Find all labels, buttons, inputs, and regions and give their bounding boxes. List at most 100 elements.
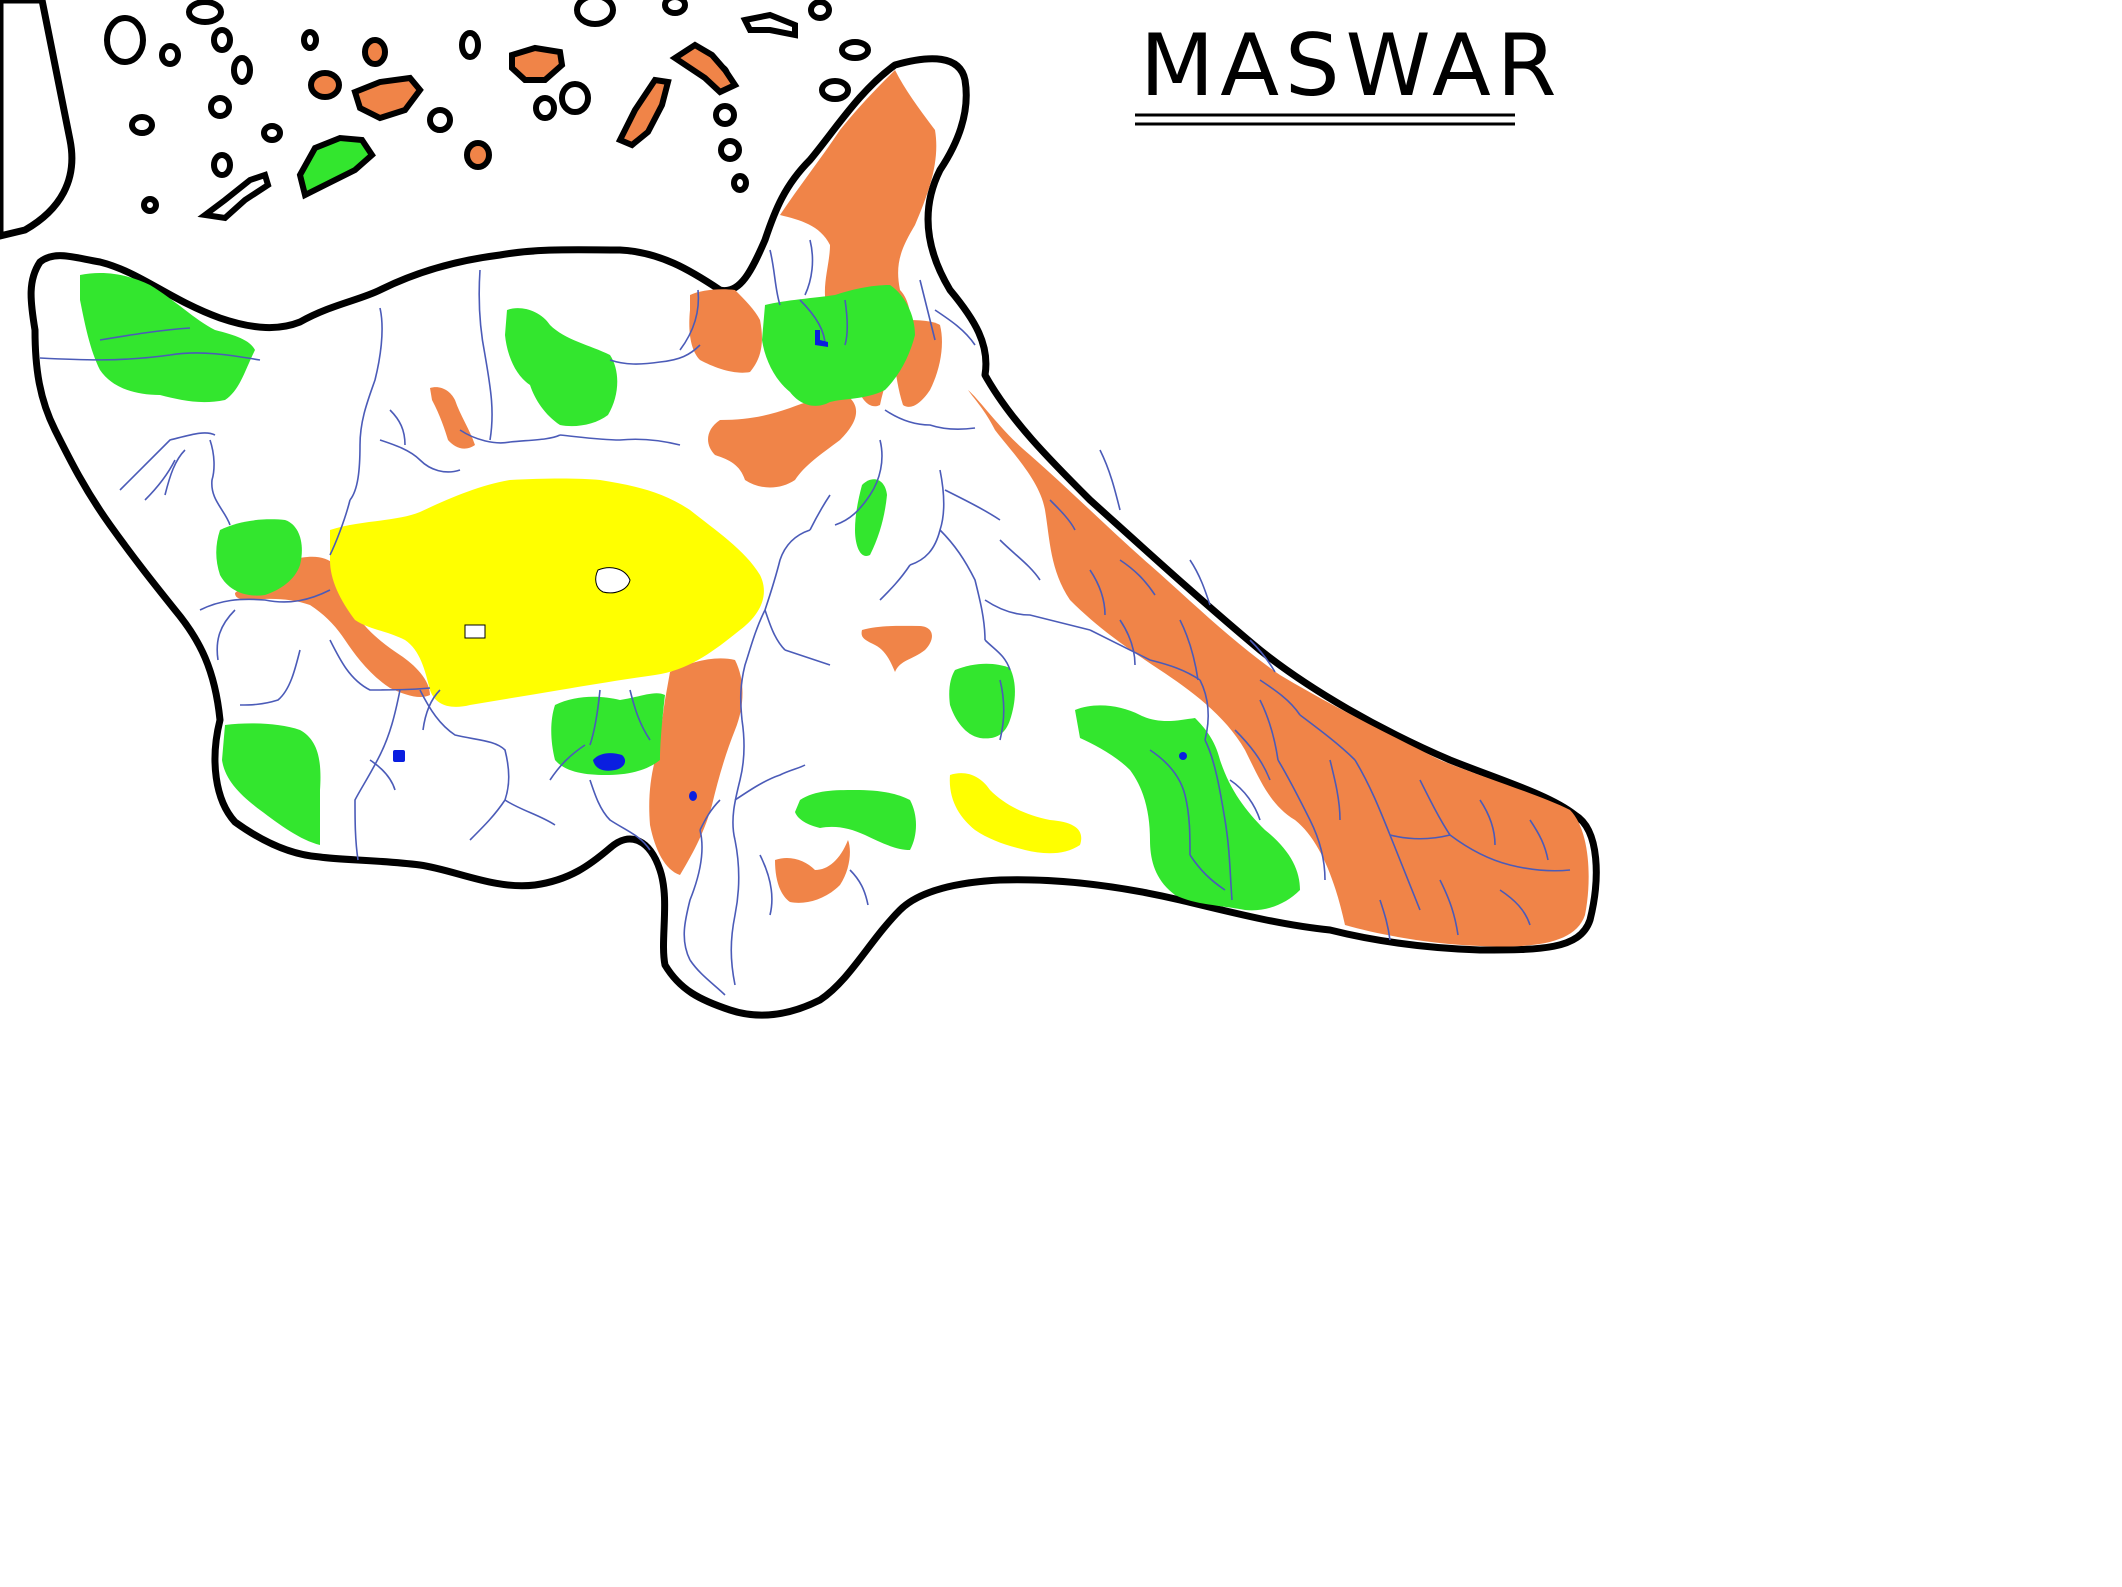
river bbox=[164, 449, 186, 496]
river bbox=[1089, 569, 1106, 616]
river bbox=[1189, 559, 1211, 606]
island bbox=[808, 0, 832, 21]
island bbox=[662, 0, 688, 16]
lake bbox=[593, 753, 626, 771]
river bbox=[764, 529, 811, 611]
river bbox=[739, 609, 766, 721]
island bbox=[427, 107, 453, 133]
river bbox=[1234, 729, 1271, 781]
river bbox=[759, 854, 773, 916]
river bbox=[844, 299, 849, 346]
river bbox=[1299, 714, 1356, 761]
river bbox=[329, 639, 431, 691]
northwest-coastline bbox=[0, 0, 76, 240]
island bbox=[231, 55, 253, 85]
forest-northwest bbox=[80, 273, 255, 403]
river bbox=[1529, 819, 1549, 861]
island bbox=[574, 0, 616, 27]
river bbox=[459, 429, 561, 444]
river bbox=[379, 439, 461, 473]
hill-island bbox=[351, 74, 424, 122]
river bbox=[984, 639, 1011, 671]
hills-north-central bbox=[689, 289, 762, 373]
island bbox=[129, 114, 155, 136]
river bbox=[1179, 619, 1199, 681]
river bbox=[1259, 699, 1279, 761]
river bbox=[1389, 834, 1451, 840]
river bbox=[784, 649, 831, 666]
map-title-group: MASWAR bbox=[1135, 16, 1563, 126]
river bbox=[984, 599, 1091, 631]
forest-east-center bbox=[949, 663, 1015, 739]
river bbox=[216, 609, 236, 661]
river bbox=[999, 679, 1005, 741]
river bbox=[389, 409, 406, 446]
desert-oasis bbox=[464, 624, 486, 639]
central-desert bbox=[330, 478, 764, 707]
river bbox=[1379, 899, 1391, 941]
river bbox=[1189, 854, 1226, 891]
river bbox=[559, 434, 681, 446]
map-title: MASWAR bbox=[1140, 16, 1563, 116]
river bbox=[683, 829, 703, 961]
island bbox=[740, 11, 798, 39]
desert-layer bbox=[330, 478, 1082, 854]
river bbox=[1249, 639, 1276, 673]
hill-island bbox=[669, 41, 740, 96]
hill-island bbox=[308, 70, 342, 100]
river bbox=[919, 279, 936, 341]
island bbox=[197, 171, 272, 222]
hill-island bbox=[509, 44, 566, 83]
river bbox=[589, 689, 601, 746]
river bbox=[478, 269, 493, 441]
hill-island bbox=[464, 140, 492, 170]
river bbox=[1119, 559, 1156, 596]
island bbox=[819, 78, 851, 102]
island bbox=[713, 103, 737, 127]
island bbox=[211, 152, 233, 178]
island bbox=[208, 95, 232, 119]
river bbox=[99, 327, 191, 341]
river bbox=[199, 589, 331, 611]
hills-small-center bbox=[861, 625, 932, 672]
river bbox=[369, 759, 396, 791]
river bbox=[609, 344, 701, 365]
river bbox=[354, 689, 401, 861]
river bbox=[1089, 629, 1201, 681]
island bbox=[141, 196, 159, 214]
river bbox=[732, 719, 745, 841]
hill-island bbox=[615, 76, 672, 149]
river bbox=[1419, 779, 1451, 836]
river bbox=[730, 839, 740, 986]
hills-south-central bbox=[649, 658, 743, 875]
river bbox=[939, 529, 986, 641]
river bbox=[1199, 679, 1210, 741]
river bbox=[119, 432, 216, 491]
island bbox=[718, 138, 742, 162]
river bbox=[419, 689, 510, 841]
lake bbox=[815, 330, 828, 347]
river bbox=[804, 239, 814, 296]
river bbox=[834, 439, 883, 526]
river bbox=[1277, 759, 1326, 881]
hill-island bbox=[362, 37, 388, 67]
island bbox=[459, 30, 481, 60]
river bbox=[1479, 799, 1496, 846]
island bbox=[159, 43, 181, 67]
north-islands bbox=[104, 0, 871, 222]
island bbox=[559, 81, 591, 115]
forest-south bbox=[795, 790, 916, 850]
river bbox=[1499, 889, 1531, 926]
hills-east-center bbox=[708, 397, 857, 488]
river bbox=[1099, 449, 1121, 511]
forest-north-center bbox=[762, 285, 915, 406]
forest-west bbox=[216, 519, 302, 596]
river bbox=[1204, 739, 1233, 901]
river bbox=[329, 499, 351, 556]
river bbox=[934, 309, 976, 346]
river bbox=[849, 869, 869, 906]
southern-desert bbox=[949, 773, 1082, 854]
river bbox=[589, 779, 651, 851]
island bbox=[104, 15, 146, 65]
river bbox=[144, 459, 176, 501]
